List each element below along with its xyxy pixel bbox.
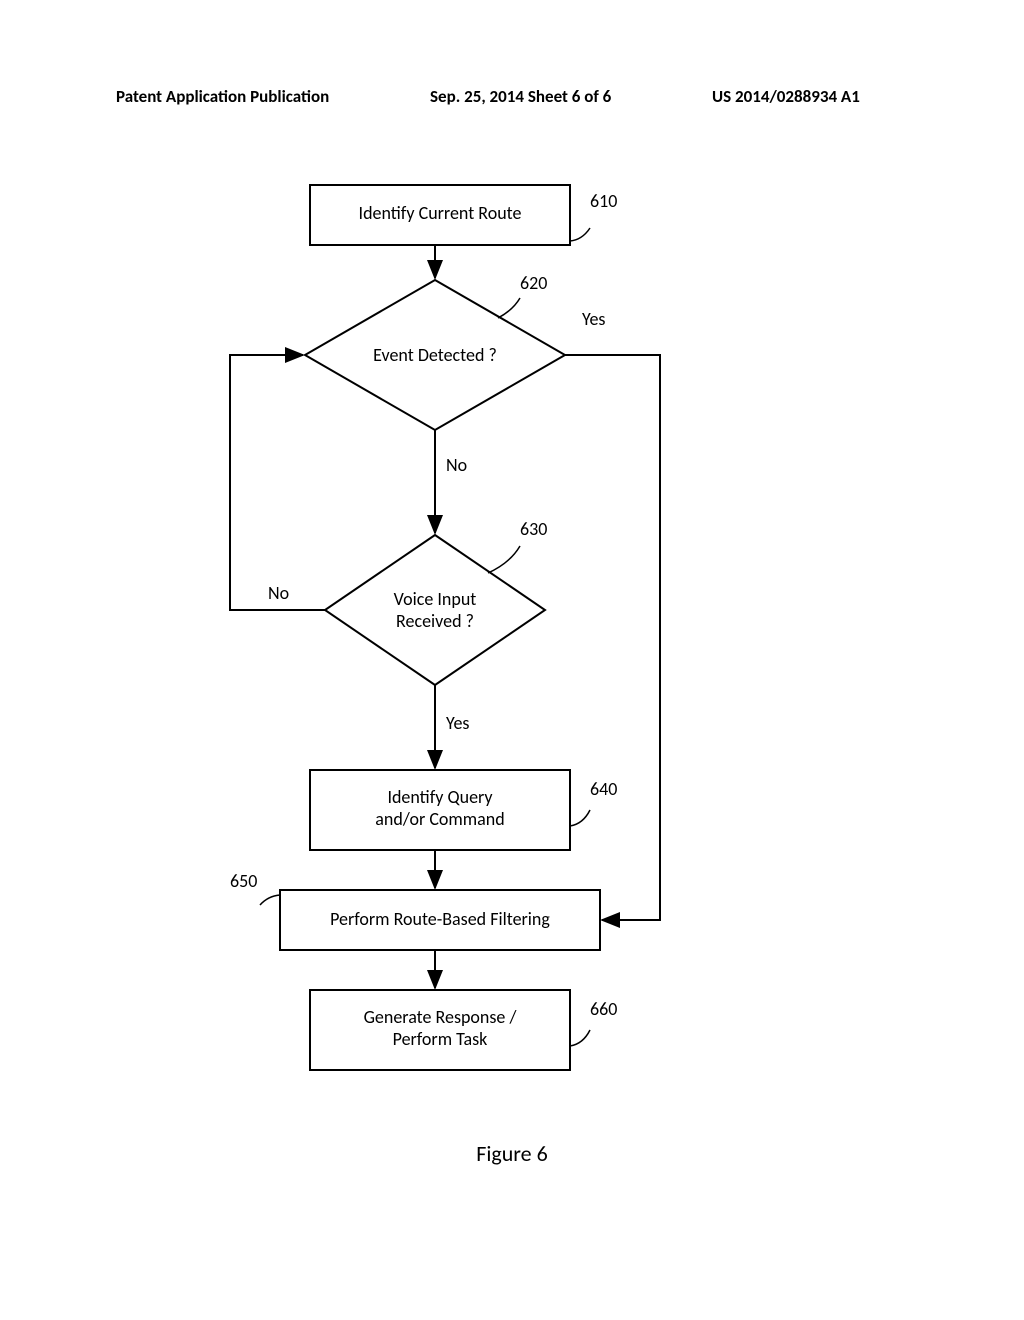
ref-610: 610 — [590, 190, 617, 212]
ref-620: 620 — [520, 272, 547, 294]
label-620-no: No — [446, 454, 467, 476]
ref-660: 660 — [590, 998, 617, 1020]
label-640-l2: and/or Command — [310, 808, 570, 830]
leader-640 — [570, 810, 590, 826]
label-630-l2: Received ? — [360, 610, 510, 632]
leader-630 — [488, 546, 520, 573]
ref-640: 640 — [590, 778, 617, 800]
label-620: Event Detected ? — [355, 344, 515, 366]
ref-630: 630 — [520, 518, 547, 540]
label-630-yes: Yes — [446, 712, 469, 734]
label-660-l2: Perform Task — [310, 1028, 570, 1050]
arrow-630-620 — [230, 355, 325, 610]
label-630-no: No — [268, 582, 289, 604]
label-660-l1: Generate Response / — [310, 1006, 570, 1028]
label-650: Perform Route-Based Filtering — [280, 908, 600, 930]
leader-620 — [498, 298, 520, 318]
arrow-620-650 — [565, 355, 660, 920]
leader-660 — [570, 1030, 590, 1046]
page: Patent Application Publication Sep. 25, … — [0, 0, 1024, 1320]
label-630-l1: Voice Input — [360, 588, 510, 610]
leader-650 — [260, 895, 280, 905]
flowchart-svg — [0, 0, 1024, 1320]
label-610: Identify Current Route — [310, 202, 570, 224]
figure-caption: Figure 6 — [0, 1140, 1024, 1167]
leader-610 — [570, 228, 590, 241]
label-640-l1: Identify Query — [310, 786, 570, 808]
ref-650: 650 — [230, 870, 257, 892]
label-620-yes: Yes — [582, 308, 605, 330]
